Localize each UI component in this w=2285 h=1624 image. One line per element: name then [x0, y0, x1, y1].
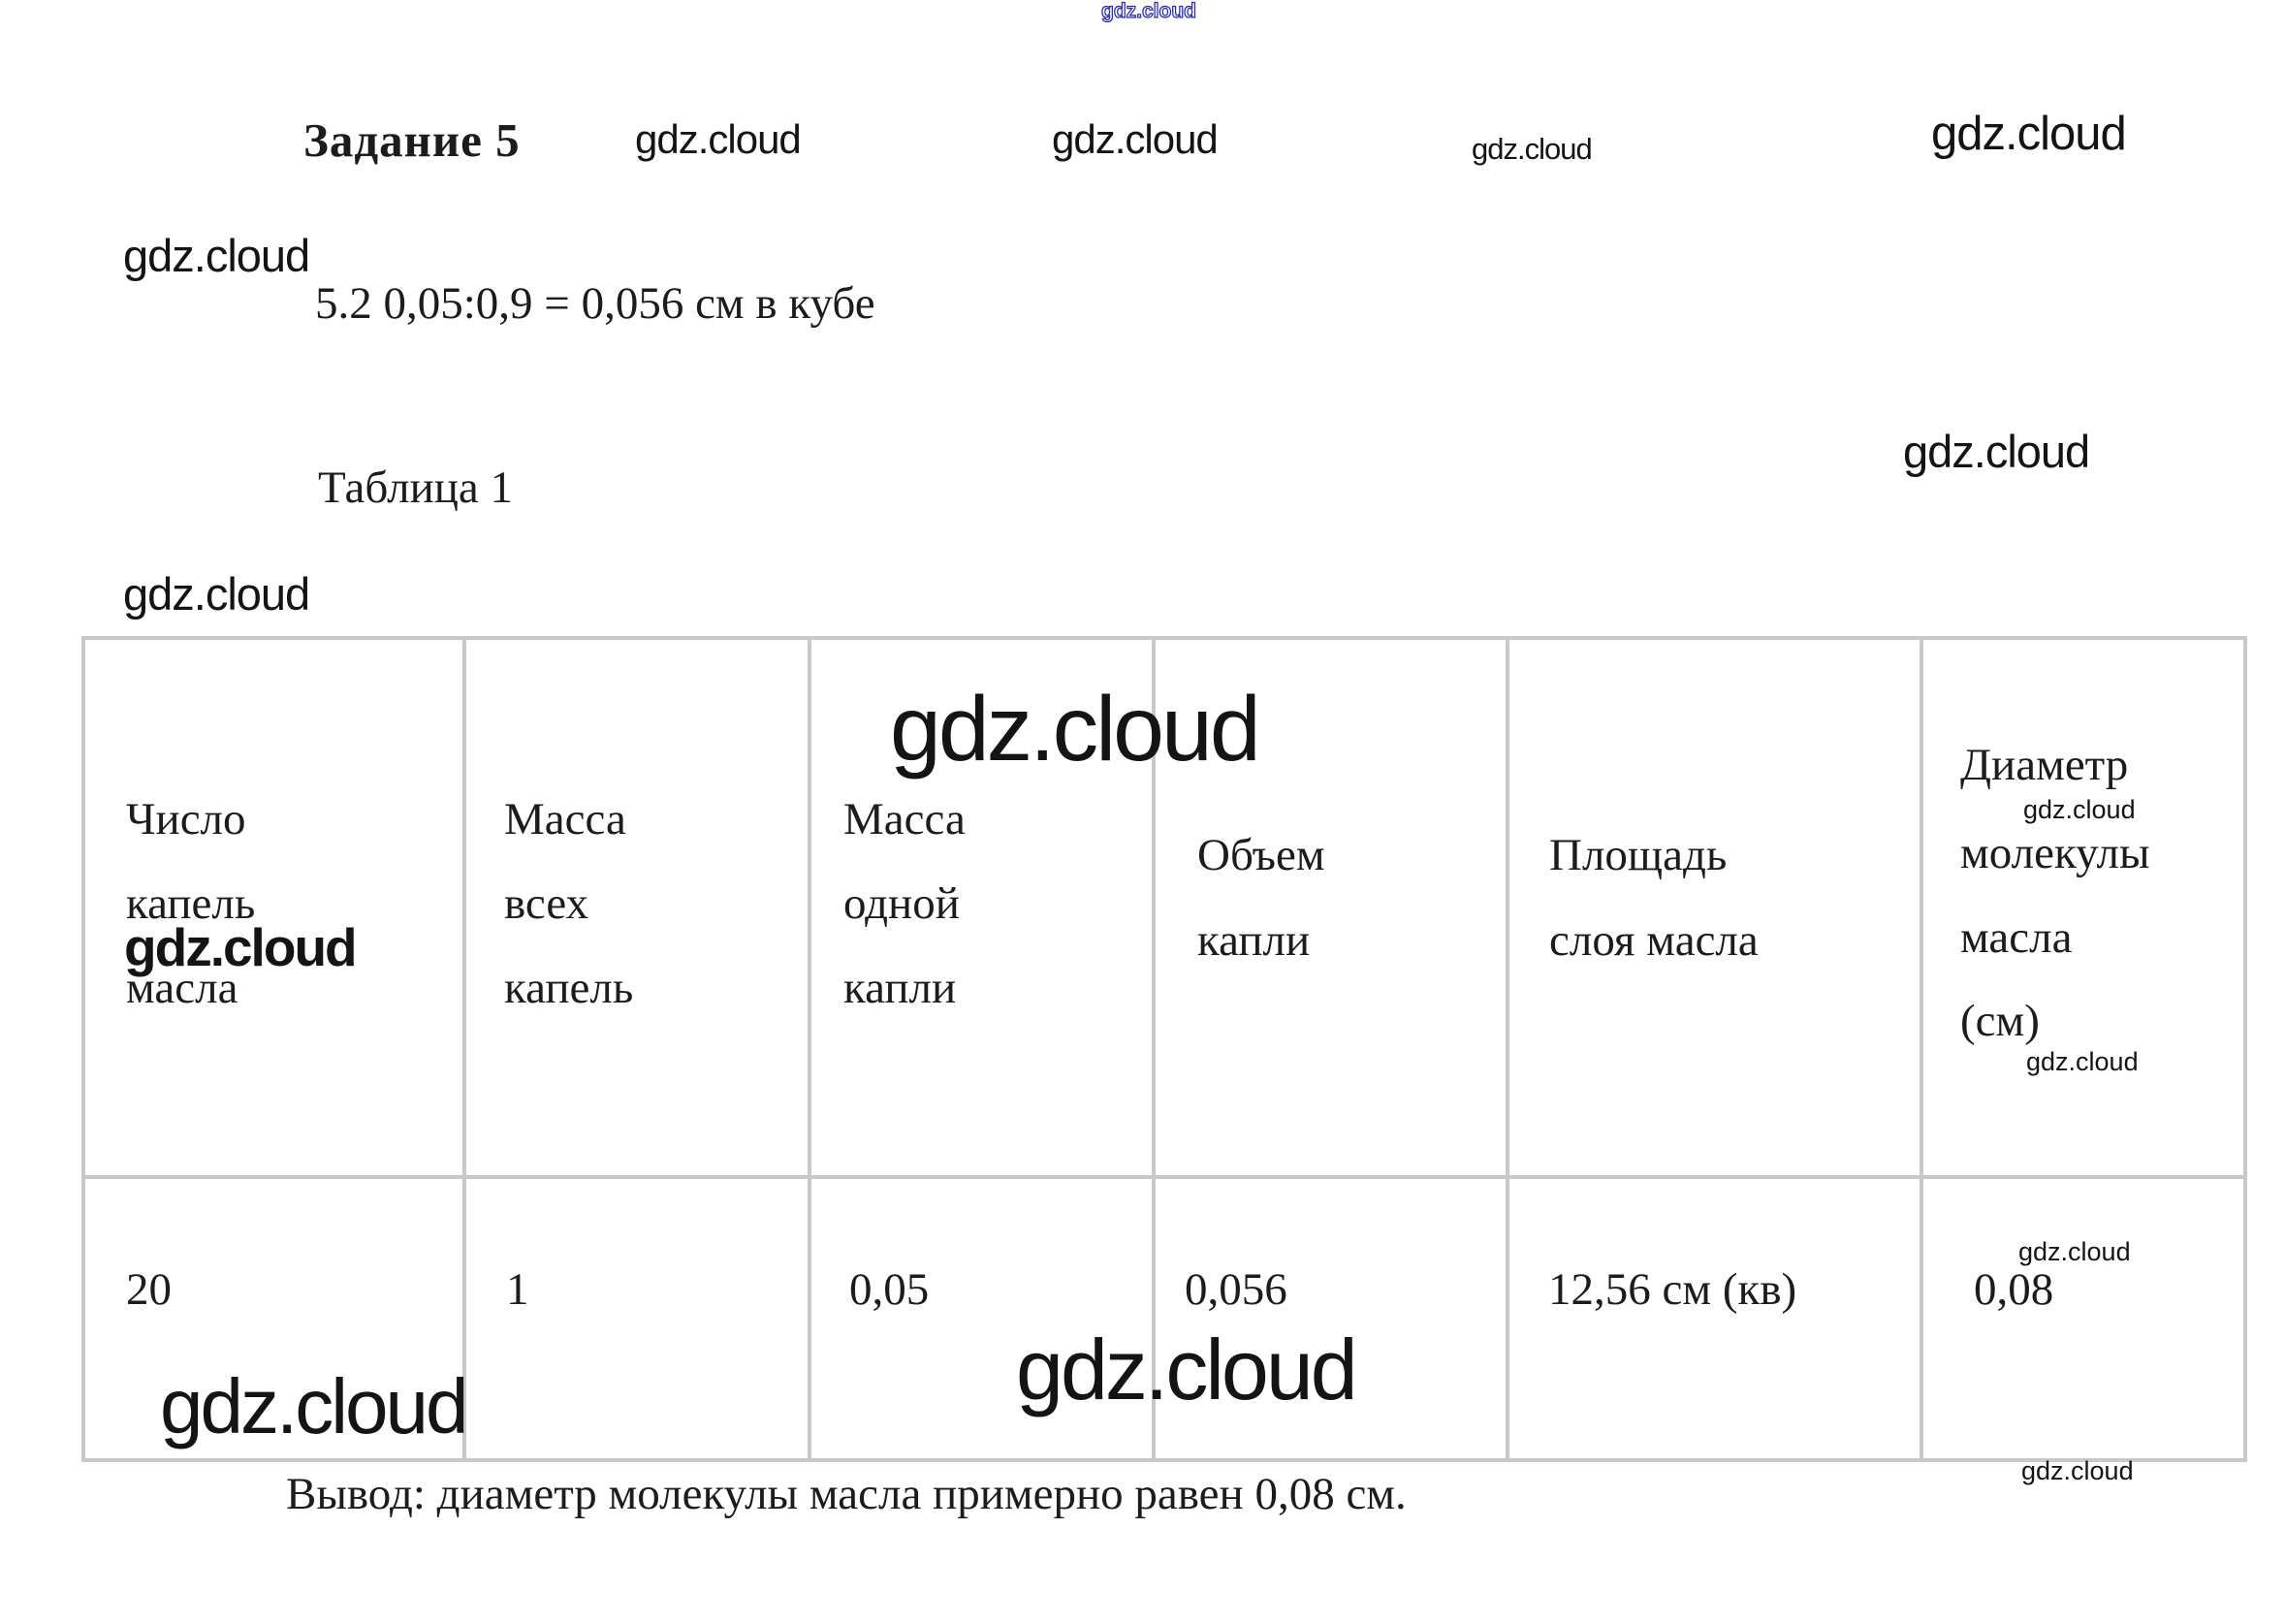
conclusion-line: Вывод: диаметр молекулы масла примерно р…	[286, 1469, 1407, 1519]
watermark-table-header-large: gdz.cloud	[890, 678, 1261, 780]
col1-header-line3: масла	[126, 963, 238, 1013]
table-caption: Таблица 1	[318, 462, 514, 513]
col2-header-line2: всех	[504, 878, 589, 929]
table-divider-col2	[808, 636, 811, 1462]
cell-drop-mass: 0,05	[849, 1264, 930, 1315]
table-divider-col3	[1152, 636, 1156, 1462]
watermark-col1: gdz.cloud	[124, 917, 358, 977]
table-divider-col1	[462, 636, 466, 1462]
col5-header-line2: слоя масла	[1549, 915, 1759, 966]
page-title: Задание 5	[303, 113, 521, 167]
col4-header-line1: Объем	[1197, 830, 1325, 880]
col6-header-line2: молекулы	[1960, 828, 2150, 878]
watermark-heading-3: gdz.cloud	[1472, 132, 1593, 166]
cell-layer-area: 12,56 см (кв)	[1548, 1264, 1797, 1315]
watermark-datarow-col6: gdz.cloud	[2018, 1237, 2131, 1266]
cell-drop-volume: 0,056	[1185, 1264, 1287, 1315]
watermark-datarow-left: gdz.cloud	[160, 1363, 468, 1449]
col5-header-line1: Площадь	[1549, 830, 1728, 880]
table-divider-col5	[1920, 636, 1923, 1462]
watermark-bottom-right: gdz.cloud	[2021, 1456, 2134, 1485]
watermark-top-outline: gdz.cloud	[1100, 0, 1196, 23]
col2-header-line3: капель	[504, 963, 634, 1013]
col6-header-line3: масла	[1960, 912, 2073, 963]
col3-header-line3: капли	[843, 963, 957, 1013]
watermark-heading-1: gdz.cloud	[635, 116, 802, 162]
watermark-datarow-center: gdz.cloud	[1016, 1321, 1358, 1417]
cell-total-mass: 1	[506, 1264, 529, 1315]
cell-drops-count: 20	[126, 1264, 172, 1315]
col6-header-line4: (см)	[1960, 996, 2040, 1046]
watermark-caption-right: gdz.cloud	[1903, 426, 2090, 477]
watermark-margin-2: gdz.cloud	[123, 568, 310, 620]
cell-molecule-diameter: 0,08	[1974, 1264, 2054, 1315]
results-table	[81, 636, 2247, 1462]
solution-line: 5.2 0,05:0,9 = 0,056 см в кубе	[315, 278, 875, 329]
col1-header-line2: капель	[126, 878, 256, 929]
watermark-heading-4: gdz.cloud	[1931, 108, 2127, 160]
col2-header-line1: Масса	[504, 794, 626, 844]
col1-header-line1: Число	[126, 794, 246, 844]
col4-header-line2: капли	[1197, 915, 1311, 966]
col3-header-line1: Масса	[843, 794, 966, 844]
table-divider-row	[81, 1175, 2247, 1179]
col3-header-line2: одной	[843, 878, 960, 929]
watermark-col6-lower: gdz.cloud	[2026, 1047, 2139, 1076]
watermark-heading-2: gdz.cloud	[1052, 116, 1219, 162]
table-divider-col4	[1506, 636, 1509, 1462]
watermark-margin-1: gdz.cloud	[123, 230, 310, 281]
watermark-col6-upper: gdz.cloud	[2023, 795, 2136, 824]
col6-header-line1: Диаметр	[1960, 740, 2129, 790]
